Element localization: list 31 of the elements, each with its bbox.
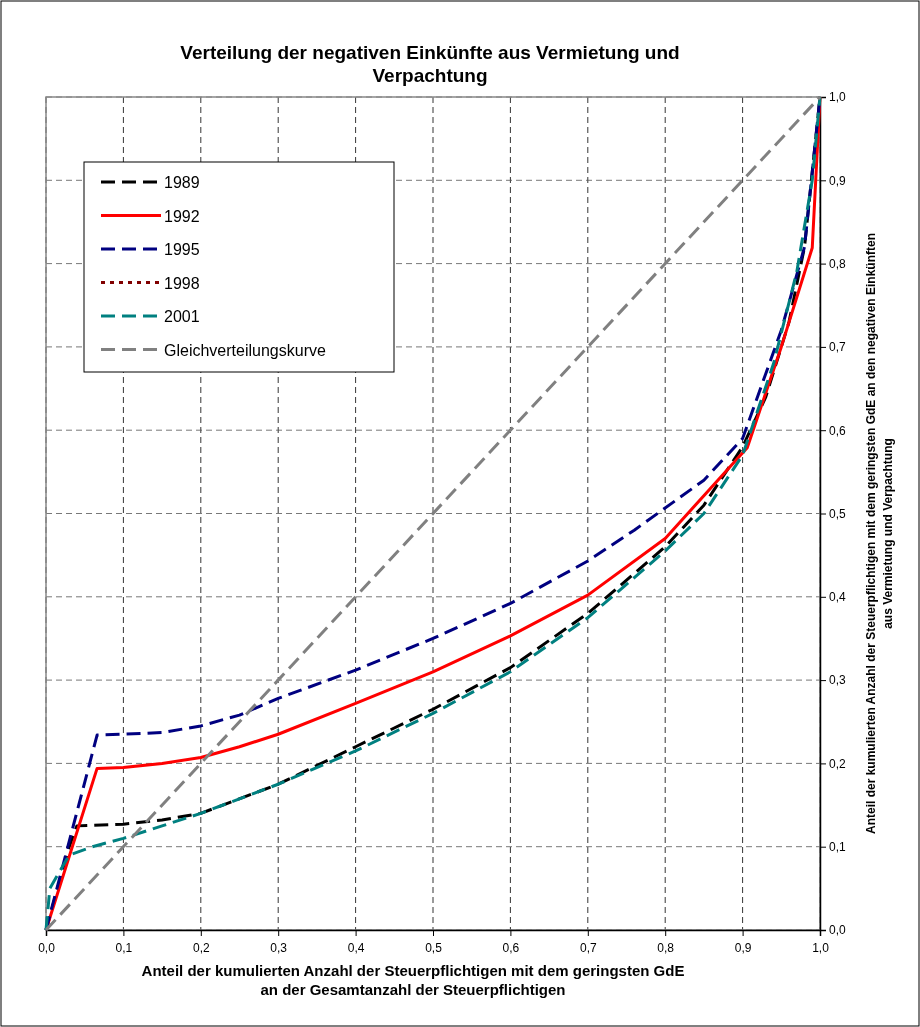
legend-label: 1989 — [164, 174, 200, 191]
legend-label: 1998 — [164, 274, 200, 292]
y-tick-label: 0,7 — [829, 340, 847, 355]
x-tick-label: 0,4 — [347, 941, 365, 956]
x-tick-label: 0,3 — [270, 941, 288, 956]
x-tick-label: 0,0 — [38, 941, 56, 956]
x-tick-label: 0,6 — [502, 941, 520, 956]
x-tick-label: 0,2 — [192, 941, 210, 956]
y-tick-label: 1,0 — [829, 90, 847, 105]
legend-label: 1992 — [164, 207, 200, 225]
legend-label: Gleichverteilungskurve — [164, 341, 326, 359]
y-tick-label: 0,4 — [829, 590, 847, 605]
x-axis-title: Anteil der kumulierten Anzahl der Steuerpflichtigen mit dem geringsten GdE an der Gesamtanzahl der Steuerpflichtigen — [141, 962, 685, 998]
y-tick-label: 0,5 — [829, 506, 847, 521]
chart-title: Verteilung der negativen Einkünfte aus Vermietung und Verpachtung — [180, 42, 680, 86]
legend-label: 2001 — [164, 308, 200, 325]
x-tick-label: 0,1 — [115, 941, 133, 956]
x-tick-label: 1,0 — [812, 941, 830, 956]
y-tick-label: 0,9 — [829, 173, 847, 188]
x-tick-label: 0,7 — [579, 941, 597, 956]
y-tick-label: 0,1 — [829, 840, 847, 855]
x-tick-label: 0,8 — [657, 941, 675, 956]
x-tick-label: 0,5 — [425, 941, 443, 956]
y-tick-label: 0,6 — [829, 423, 847, 438]
y-tick-label: 0,2 — [829, 756, 847, 771]
x-tick-label: 0,9 — [734, 941, 752, 956]
y-axis-title: Anteil der kumulierten Anzahl der Steuerpflichtigen mit dem geringsten GdE an den negativen Einkünften aus Vermietung und Verpachtung — [864, 233, 895, 834]
y-tick-label: 0,0 — [829, 923, 847, 938]
y-tick-label: 0,3 — [829, 673, 847, 688]
y-tick-label: 0,8 — [829, 256, 847, 271]
legend-label: 1995 — [164, 241, 200, 258]
